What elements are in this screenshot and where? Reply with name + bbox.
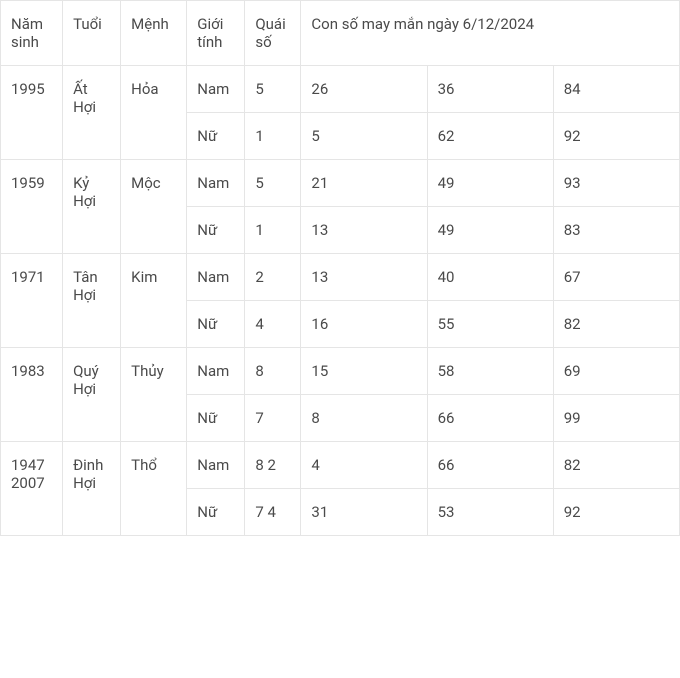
cell-quai: 5 <box>245 66 301 113</box>
cell-element: Thổ <box>121 442 187 536</box>
cell-year: 1983 <box>1 348 63 442</box>
cell-quai: 1 <box>245 207 301 254</box>
header-element: Mệnh <box>121 1 187 66</box>
cell-n2: 49 <box>427 160 553 207</box>
cell-sex: Nữ <box>187 395 245 442</box>
cell-element: Hỏa <box>121 66 187 160</box>
cell-element: Kim <box>121 254 187 348</box>
cell-n1: 8 <box>301 395 427 442</box>
table-row: 1947 2007Đinh HợiThổNam8 246682 <box>1 442 680 489</box>
cell-n2: 40 <box>427 254 553 301</box>
header-quai: Quái số <box>245 1 301 66</box>
header-lucky: Con số may mắn ngày 6/12/2024 <box>301 1 680 66</box>
cell-sex: Nam <box>187 348 245 395</box>
cell-age: Ất Hợi <box>63 66 121 160</box>
cell-element: Thủy <box>121 348 187 442</box>
cell-quai: 2 <box>245 254 301 301</box>
cell-sex: Nữ <box>187 113 245 160</box>
cell-year: 1971 <box>1 254 63 348</box>
table-row: 1995Ất HợiHỏaNam5263684 <box>1 66 680 113</box>
cell-quai: 4 <box>245 301 301 348</box>
cell-n3: 99 <box>553 395 679 442</box>
cell-n1: 13 <box>301 207 427 254</box>
cell-n1: 4 <box>301 442 427 489</box>
cell-n2: 66 <box>427 395 553 442</box>
cell-n1: 21 <box>301 160 427 207</box>
cell-year: 1995 <box>1 66 63 160</box>
cell-n3: 69 <box>553 348 679 395</box>
cell-sex: Nam <box>187 66 245 113</box>
cell-sex: Nữ <box>187 301 245 348</box>
cell-n3: 92 <box>553 113 679 160</box>
cell-n3: 83 <box>553 207 679 254</box>
table-row: 1959Kỷ HợiMộcNam5214993 <box>1 160 680 207</box>
cell-n2: 62 <box>427 113 553 160</box>
header-sex: Giới tính <box>187 1 245 66</box>
cell-quai: 8 2 <box>245 442 301 489</box>
cell-n3: 67 <box>553 254 679 301</box>
cell-n3: 84 <box>553 66 679 113</box>
cell-n2: 36 <box>427 66 553 113</box>
cell-year: 1959 <box>1 160 63 254</box>
cell-element: Mộc <box>121 160 187 254</box>
cell-age: Kỷ Hợi <box>63 160 121 254</box>
cell-quai: 7 4 <box>245 489 301 536</box>
cell-sex: Nam <box>187 160 245 207</box>
cell-n2: 66 <box>427 442 553 489</box>
cell-n2: 55 <box>427 301 553 348</box>
cell-quai: 7 <box>245 395 301 442</box>
cell-n2: 53 <box>427 489 553 536</box>
cell-n3: 82 <box>553 301 679 348</box>
cell-age: Tân Hợi <box>63 254 121 348</box>
cell-n1: 26 <box>301 66 427 113</box>
cell-sex: Nữ <box>187 489 245 536</box>
cell-quai: 5 <box>245 160 301 207</box>
cell-year: 1947 2007 <box>1 442 63 536</box>
cell-n2: 49 <box>427 207 553 254</box>
cell-sex: Nữ <box>187 207 245 254</box>
cell-quai: 8 <box>245 348 301 395</box>
header-age: Tuổi <box>63 1 121 66</box>
cell-n1: 15 <box>301 348 427 395</box>
cell-sex: Nam <box>187 254 245 301</box>
cell-quai: 1 <box>245 113 301 160</box>
table-body: 1995Ất HợiHỏaNam5263684Nữ1562921959Kỷ Hợ… <box>1 66 680 536</box>
table-row: 1983Quý HợiThủyNam8155869 <box>1 348 680 395</box>
cell-n1: 31 <box>301 489 427 536</box>
table-header-row: Năm sinh Tuổi Mệnh Giới tính Quái số Con… <box>1 1 680 66</box>
header-year: Năm sinh <box>1 1 63 66</box>
cell-n1: 13 <box>301 254 427 301</box>
cell-n1: 5 <box>301 113 427 160</box>
cell-age: Quý Hợi <box>63 348 121 442</box>
cell-n3: 82 <box>553 442 679 489</box>
cell-n2: 58 <box>427 348 553 395</box>
lucky-numbers-table: Năm sinh Tuổi Mệnh Giới tính Quái số Con… <box>0 0 680 536</box>
cell-n3: 93 <box>553 160 679 207</box>
cell-n1: 16 <box>301 301 427 348</box>
table-row: 1971Tân HợiKimNam2134067 <box>1 254 680 301</box>
cell-age: Đinh Hợi <box>63 442 121 536</box>
cell-n3: 92 <box>553 489 679 536</box>
cell-sex: Nam <box>187 442 245 489</box>
